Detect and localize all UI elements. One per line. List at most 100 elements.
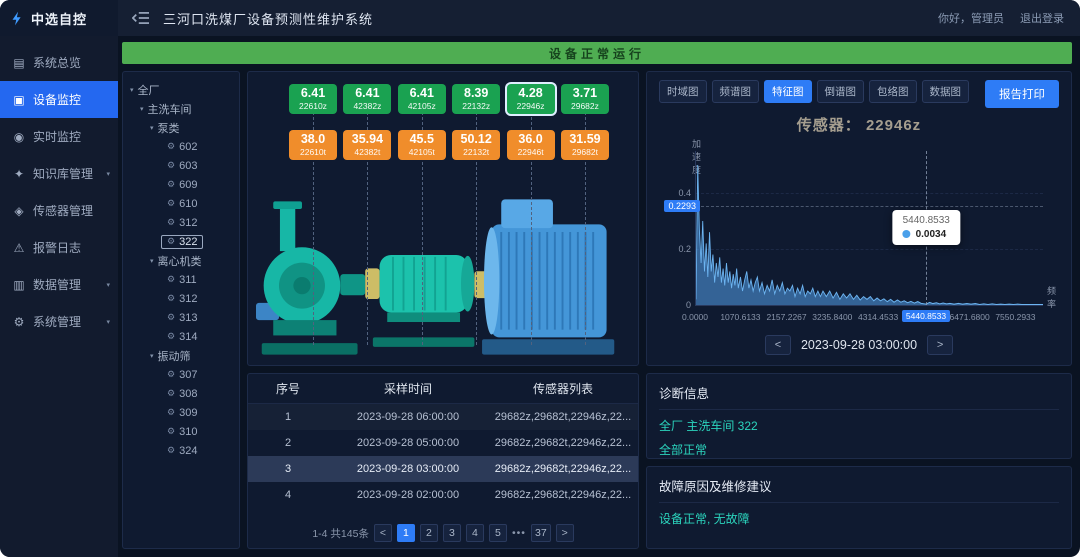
tree-leaf-device[interactable]: ⚙324 xyxy=(127,441,235,460)
sensor-badge-green[interactable]: 6.4142382z xyxy=(343,84,391,114)
sidebar-item-label: 知识库管理 xyxy=(33,165,93,182)
sidebar-item-label: 设备监控 xyxy=(33,91,81,108)
date-prev-button[interactable]: < xyxy=(765,335,791,355)
status-banner: 设备正常运行 xyxy=(122,42,1072,64)
pagination-prev-button[interactable]: < xyxy=(374,524,392,542)
device-gear-icon: ⚙ xyxy=(167,179,175,190)
pagination-next-button[interactable]: > xyxy=(556,524,574,542)
pagination-page-button[interactable]: 4 xyxy=(466,524,484,542)
table-row-selected[interactable]: 3 2023-09-28 03:00:00 29682z,29682t,2294… xyxy=(248,456,638,482)
realtime-monitor-icon: ◉ xyxy=(12,130,26,144)
series-dot-icon xyxy=(903,230,911,238)
device-gear-icon: ⚙ xyxy=(167,369,175,380)
tree-node-centrifuges[interactable]: ▾离心机类 xyxy=(127,251,235,270)
pagination-page-button[interactable]: 2 xyxy=(420,524,438,542)
date-next-button[interactable]: > xyxy=(927,335,953,355)
tree-leaf-device[interactable]: ⚙312 xyxy=(127,289,235,308)
sidebar-item-label: 系统总览 xyxy=(33,54,81,71)
sensor-badge-orange[interactable]: 31.5929682t xyxy=(561,130,609,160)
tree-leaf-device[interactable]: ⚙313 xyxy=(127,308,235,327)
user-greeting: 你好，管理员 xyxy=(938,10,1004,26)
sensor-badge-orange[interactable]: 35.9442382t xyxy=(343,130,391,160)
sidebar-item-sensor-management[interactable]: ◈ 传感器管理 xyxy=(0,192,118,229)
system-management-icon: ⚙ xyxy=(12,315,26,329)
tree-leaf-device[interactable]: ⚙610 xyxy=(127,194,235,213)
chart-tooltip: 5440.8533 0.0034 xyxy=(893,210,960,245)
sample-table-panel: 序号 采样时间 传感器列表 1 2023-09-28 06:00:00 2968… xyxy=(247,373,639,549)
collapse-menu-icon[interactable] xyxy=(132,11,149,25)
tab-time-domain[interactable]: 时域图 xyxy=(659,80,707,103)
tree-leaf-device[interactable]: ⚙312 xyxy=(127,213,235,232)
y-axis-pointer-badge: 0.2293 xyxy=(664,200,700,212)
sensor-badge-green-selected[interactable]: 4.2822946z xyxy=(507,84,555,114)
diagnosis-panel: 诊断信息 全厂 主洗车间 322 全部正常 xyxy=(646,373,1072,459)
logout-link[interactable]: 退出登录 xyxy=(1020,10,1064,26)
tree-leaf-device[interactable]: ⚙309 xyxy=(127,403,235,422)
spectrum-series xyxy=(696,151,1043,305)
fault-advice-panel: 故障原因及维修建议 设备正常, 无故障 xyxy=(646,466,1072,549)
sidebar: ▤ 系统总览 ▣ 设备监控 ◉ 实时监控 ✦ 知识库管理 ▾ ◈ 传感器管理 ⚠ xyxy=(0,36,118,557)
sidebar-item-system-management[interactable]: ⚙ 系统管理 ▾ xyxy=(0,303,118,340)
tab-cepstrum[interactable]: 倒谱图 xyxy=(817,80,865,103)
caret-icon: ▾ xyxy=(130,86,134,94)
diagnosis-location-link[interactable]: 全厂 主洗车间 322 xyxy=(659,417,1059,434)
sidebar-item-system-overview[interactable]: ▤ 系统总览 xyxy=(0,44,118,81)
sidebar-item-alarm-log[interactable]: ⚠ 报警日志 xyxy=(0,229,118,266)
tree-leaf-device[interactable]: ⚙602 xyxy=(127,137,235,156)
tree-leaf-device[interactable]: ⚙314 xyxy=(127,327,235,346)
caret-icon: ▾ xyxy=(140,105,144,113)
status-banner-text: 设备正常运行 xyxy=(549,45,645,62)
device-gear-icon: ⚙ xyxy=(167,274,175,285)
table-header-row: 序号 采样时间 传感器列表 xyxy=(248,374,638,404)
table-row[interactable]: 2 2023-09-28 05:00:00 29682z,29682t,2294… xyxy=(248,430,638,456)
table-row[interactable]: 1 2023-09-28 06:00:00 29682z,29682t,2294… xyxy=(248,404,638,430)
crosshair-horizontal xyxy=(696,206,1043,207)
tab-spectrum[interactable]: 频谱图 xyxy=(712,80,760,103)
x-axis-label: 频率 xyxy=(1047,284,1056,310)
sidebar-item-data-management[interactable]: ▥ 数据管理 ▾ xyxy=(0,266,118,303)
sensor-badge-green[interactable]: 8.3922132z xyxy=(452,84,500,114)
tree-node-vibrating-screens[interactable]: ▾振动筛 xyxy=(127,346,235,365)
sensor-badge-green[interactable]: 3.7129682z xyxy=(561,84,609,114)
lightning-logo-icon xyxy=(10,11,25,26)
tree-leaf-device[interactable]: ⚙308 xyxy=(127,384,235,403)
chart-toolbar: 时域图 频谱图 特征图 倒谱图 包络图 数据图 报告打印 xyxy=(659,80,1059,108)
tree-node-plant[interactable]: ▾全厂 xyxy=(127,80,235,99)
sensor-badge-orange[interactable]: 36.022946t xyxy=(507,130,555,160)
tree-leaf-device[interactable]: ⚙603 xyxy=(127,156,235,175)
tab-data[interactable]: 数据图 xyxy=(922,80,970,103)
tab-envelope[interactable]: 包络图 xyxy=(869,80,917,103)
tree-leaf-device[interactable]: ⚙609 xyxy=(127,175,235,194)
sensor-badge-orange[interactable]: 45.542105t xyxy=(398,130,446,160)
pagination-last-page-button[interactable]: 37 xyxy=(531,524,551,542)
sidebar-item-knowledge-base[interactable]: ✦ 知识库管理 ▾ xyxy=(0,155,118,192)
device-gear-icon: ⚙ xyxy=(167,141,175,152)
tree-node-workshop[interactable]: ▾主洗车间 xyxy=(127,99,235,118)
sidebar-item-realtime-monitoring[interactable]: ◉ 实时监控 xyxy=(0,118,118,155)
pagination-page-button[interactable]: 1 xyxy=(397,524,415,542)
tree-node-pumps[interactable]: ▾泵类 xyxy=(127,118,235,137)
overview-icon: ▤ xyxy=(12,56,26,70)
spectrum-chart[interactable]: 加速度 0.4 0.2 xyxy=(695,151,1043,306)
tree-leaf-device[interactable]: ⚙311 xyxy=(127,270,235,289)
sensor-badge-orange[interactable]: 50.1222132t xyxy=(452,130,500,160)
sidebar-item-equipment-monitoring[interactable]: ▣ 设备监控 xyxy=(0,81,118,118)
chevron-down-icon: ▾ xyxy=(106,318,110,326)
sensor-column: 8.3922132z 50.1222132t xyxy=(451,84,501,297)
tree-leaf-device[interactable]: ⚙310 xyxy=(127,422,235,441)
equipment-panel: 6.4122610z 38.022610t 6.4142382z 35.9442… xyxy=(247,71,639,366)
sidebar-item-label: 系统管理 xyxy=(33,313,81,330)
pagination-page-button[interactable]: 3 xyxy=(443,524,461,542)
equipment-monitor-icon: ▣ xyxy=(12,93,26,107)
sensor-badge-green[interactable]: 6.4122610z xyxy=(289,84,337,114)
diagnosis-status-link[interactable]: 全部正常 xyxy=(659,441,1059,458)
pagination-page-button[interactable]: 5 xyxy=(489,524,507,542)
tree-leaf-device-selected[interactable]: ⚙322 xyxy=(127,232,235,251)
main-content: 设备正常运行 ▾全厂 ▾主洗车间 ▾泵类 ⚙602 ⚙603 ⚙609 ⚙610… xyxy=(118,36,1080,557)
table-row[interactable]: 4 2023-09-28 02:00:00 29682z,29682t,2294… xyxy=(248,482,638,508)
print-report-button[interactable]: 报告打印 xyxy=(985,80,1059,108)
sensor-badge-orange[interactable]: 38.022610t xyxy=(289,130,337,160)
tab-feature[interactable]: 特征图 xyxy=(764,80,812,103)
sensor-badge-green[interactable]: 6.4142105z xyxy=(398,84,446,114)
tree-leaf-device[interactable]: ⚙307 xyxy=(127,365,235,384)
